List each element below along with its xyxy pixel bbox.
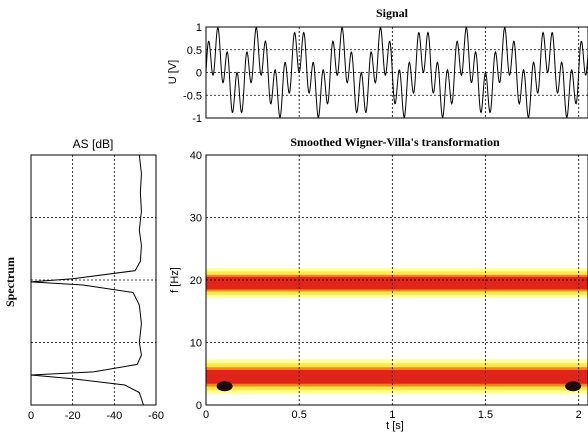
wvd-ytick-label: 20 xyxy=(190,275,202,287)
wvd-edge-peak xyxy=(216,381,233,392)
signal-ytick-label: -0.5 xyxy=(183,90,202,102)
wvd-panel: Smoothed Wigner-Villa's transformation 0… xyxy=(169,135,588,432)
spectrum-trace xyxy=(30,154,144,406)
wvd-edge-peak xyxy=(565,381,582,392)
signal-frame xyxy=(205,26,588,119)
signal-ytick-label: 1 xyxy=(196,22,202,34)
wvd-band-core xyxy=(206,276,588,290)
wvd-xtick-label: 0.5 xyxy=(292,409,307,421)
wvd-frame xyxy=(205,154,588,406)
wvd-band-core xyxy=(206,370,588,384)
signal-ytick-label: 0.5 xyxy=(187,45,202,57)
wvd-ytick-label: 10 xyxy=(190,338,202,350)
signal-trace xyxy=(205,26,588,119)
wvd-title: Smoothed Wigner-Villa's transformation xyxy=(290,135,500,149)
spectrum-xtick-label: -40 xyxy=(106,410,122,422)
wvd-xtick-label: 0 xyxy=(203,409,209,421)
spectrum-title: AS [dB] xyxy=(73,137,114,151)
wvd-xtick-label: 2 xyxy=(576,409,582,421)
wvd-ylabel: f [Hz] xyxy=(169,267,181,293)
wvd-ytick-label: 0 xyxy=(196,400,202,412)
wvd-ytick-label: 40 xyxy=(190,150,202,162)
wvd-ytick-label: 30 xyxy=(190,213,202,225)
spectrum-frame xyxy=(30,154,157,406)
wvd-xtick-label: 1.5 xyxy=(478,409,493,421)
signal-ylabel: U [V] xyxy=(167,60,179,84)
signal-panel: Signal 1 0.5 0 -0.5 -1 U [V] xyxy=(167,6,588,125)
spectrum-xtick-label: -60 xyxy=(148,410,164,422)
spectrum-xtick-label: 0 xyxy=(28,410,34,422)
spectrum-xtick-label: -20 xyxy=(65,410,81,422)
spectrum-label: Spectrum xyxy=(3,257,17,307)
signal-title: Signal xyxy=(376,6,409,20)
signal-ytick-label: 0 xyxy=(196,68,202,80)
wvd-xtick-label: 1 xyxy=(389,409,395,421)
wvd-xlabel: t [s] xyxy=(386,420,404,432)
spectrum-panel: AS [dB] 0 -20 -40 -60 Spectrum xyxy=(3,137,164,422)
signal-ytick-label: -1 xyxy=(192,113,202,125)
